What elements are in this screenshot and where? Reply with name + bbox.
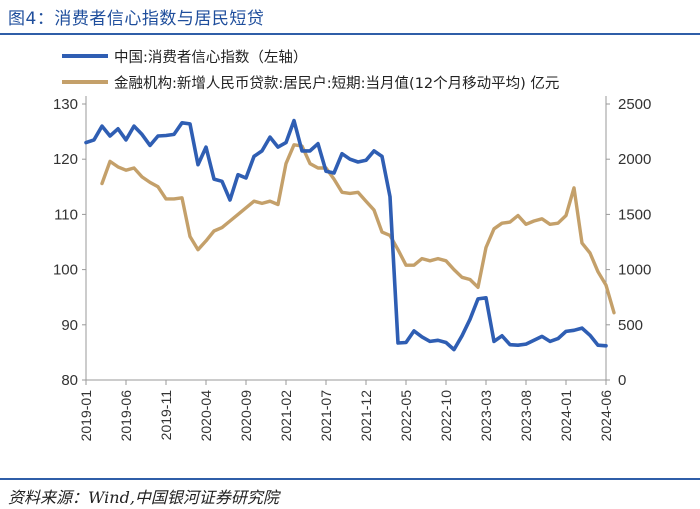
x-tick-label: 2022-10 bbox=[438, 390, 454, 442]
source-rule bbox=[0, 478, 700, 480]
x-axis: 2019-01 2019-06 2019-11 2020-04 2020-09 2021-… bbox=[78, 379, 614, 442]
x-tick-label: 2020-04 bbox=[198, 390, 214, 442]
x-tick-label: 2023-03 bbox=[478, 390, 494, 442]
left-tick-label: 120 bbox=[53, 151, 78, 168]
title-rule bbox=[0, 33, 700, 35]
right-axis: 0 500 1000 1500 2000 2500 bbox=[605, 96, 651, 389]
figure-title: 图4：消费者信心指数与居民短贷 bbox=[8, 9, 265, 29]
x-tick-label: 2021-12 bbox=[358, 390, 374, 442]
x-tick-label: 2021-02 bbox=[278, 390, 294, 442]
x-tick-label: 2023-08 bbox=[518, 390, 534, 442]
legend-label-series1: 中国:消费者信心指数（左轴） bbox=[114, 49, 307, 66]
series-line-2 bbox=[100, 143, 616, 315]
right-tick-label: 500 bbox=[618, 317, 643, 334]
plot-lines bbox=[84, 118, 616, 352]
x-tick-label: 2019-01 bbox=[78, 390, 94, 442]
x-tick-label: 2019-11 bbox=[158, 390, 174, 441]
x-tick-label: 2024-06 bbox=[598, 390, 614, 442]
source-note: 资料来源：Wind,中国银河证券研究院 bbox=[8, 488, 279, 507]
series-line-1 bbox=[84, 118, 608, 352]
left-tick-label: 80 bbox=[61, 372, 78, 389]
left-tick-label: 130 bbox=[53, 96, 78, 113]
right-tick-label: 0 bbox=[618, 372, 626, 389]
left-axis: 80 90 100 110 120 130 bbox=[53, 96, 87, 389]
right-tick-label: 2500 bbox=[618, 96, 651, 113]
legend-label-series2: 金融机构:新增人民币贷款:居民户:短期:当月值(12个月移动平均) 亿元 bbox=[114, 75, 559, 92]
legend: 中国:消费者信心指数（左轴） 金融机构:新增人民币贷款:居民户:短期:当月值(1… bbox=[62, 49, 559, 92]
x-tick-label: 2024-01 bbox=[558, 390, 574, 442]
chart-svg: 中国:消费者信心指数（左轴） 金融机构:新增人民币贷款:居民户:短期:当月值(1… bbox=[53, 49, 651, 442]
right-tick-label: 2000 bbox=[618, 151, 651, 168]
x-tick-label: 2020-09 bbox=[238, 390, 254, 442]
right-tick-label: 1500 bbox=[618, 206, 651, 223]
left-tick-label: 90 bbox=[61, 317, 78, 334]
left-tick-label: 100 bbox=[53, 262, 78, 279]
right-tick-label: 1000 bbox=[618, 262, 651, 279]
x-tick-label: 2022-05 bbox=[398, 390, 414, 442]
left-tick-label: 110 bbox=[54, 206, 78, 223]
x-tick-label: 2019-06 bbox=[118, 390, 134, 442]
x-tick-label: 2021-07 bbox=[318, 390, 334, 442]
